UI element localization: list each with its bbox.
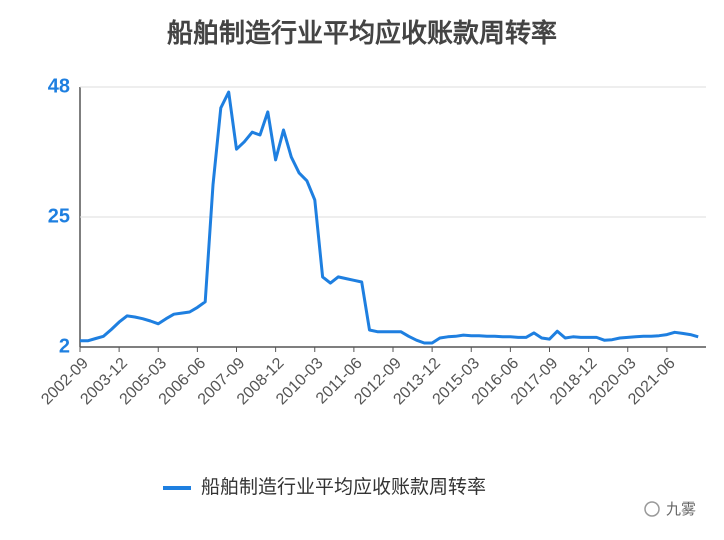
y-tick-label: 2 [59,335,70,357]
watermark-icon [644,501,660,517]
data-line [80,90,699,345]
y-tick-label: 25 [48,205,70,227]
legend-label: 船舶制造行业平均应收账款周转率 [201,476,486,498]
watermark: 九雾 [666,501,696,518]
y-tick-label: 48 [48,75,70,97]
chart-title: 船舶制造行业平均应收账款周转率 [167,18,557,48]
